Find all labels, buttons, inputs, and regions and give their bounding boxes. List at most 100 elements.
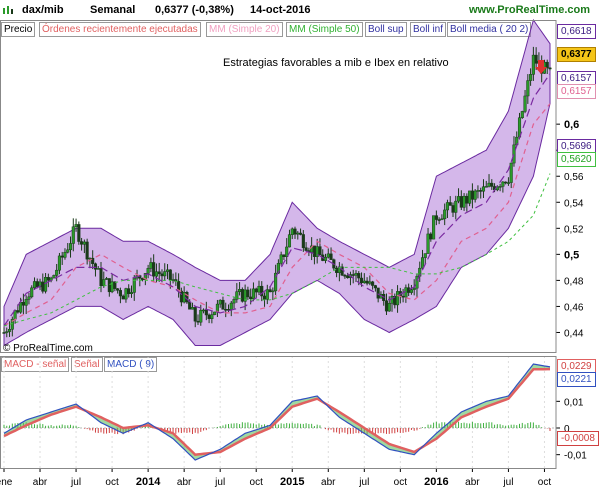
candle-body [440, 218, 444, 221]
candle-body [523, 95, 527, 112]
macd-tick-label: 0 [564, 424, 570, 435]
candle-body [129, 292, 134, 294]
title-bar: dax/mib Semanal 0,6377 (-0,38%) 14-oct-2… [0, 0, 600, 20]
candle-body [373, 285, 377, 289]
candle-body [351, 274, 355, 276]
candle-body [470, 190, 474, 200]
candle-body [451, 205, 455, 213]
candle-body [407, 287, 411, 293]
legend-mm50[interactable]: MM (Simple 50) [286, 22, 363, 37]
x-tick-label: 2016 [424, 476, 448, 488]
candle-body [304, 247, 308, 251]
candle-body [63, 251, 67, 258]
x-tick-label: abr [33, 477, 48, 488]
candle-body [448, 202, 452, 206]
candle-body [104, 278, 109, 280]
candle-body [210, 314, 214, 319]
macd-pane-border [0, 356, 557, 469]
candle-body [265, 289, 269, 300]
legend-macd-hist[interactable]: MACD - señal [1, 357, 70, 372]
legend-mm20[interactable]: MM (Simple 20) [206, 22, 283, 37]
legend-boll-inf[interactable]: Boll inf [410, 22, 447, 37]
candle-body [456, 196, 461, 202]
candle-body [93, 263, 98, 270]
candle-body [498, 186, 502, 188]
symbol-name: dax/mib [22, 4, 64, 16]
candle-body [32, 281, 37, 289]
candle-body [468, 190, 472, 204]
candle-body [229, 302, 233, 310]
badge-boll-sup: 0,6618 [557, 24, 596, 39]
candle-body [462, 195, 466, 208]
candle-body [490, 182, 494, 187]
candle-body [415, 275, 419, 289]
candle-body [534, 54, 538, 64]
candle-body [293, 228, 297, 235]
candle-body [44, 277, 48, 292]
chart-icon[interactable] [2, 3, 16, 15]
candle-body [287, 234, 292, 248]
candle-body [246, 289, 250, 298]
last-price: 0,6377 (-0,38%) [155, 4, 234, 16]
candle-body [235, 291, 239, 300]
x-tick-label: jul [214, 477, 225, 488]
legend-macd[interactable]: MACD ( 9) [104, 357, 158, 372]
legend-boll-sup[interactable]: Boll sup [365, 22, 407, 37]
legend-signal[interactable]: Señal [71, 357, 103, 372]
candle-body [326, 253, 330, 258]
candle-body [509, 162, 513, 183]
candle-body [434, 215, 438, 220]
candle-body [454, 200, 458, 213]
candle-body [168, 269, 172, 281]
candle-body [412, 287, 416, 290]
candle-body [335, 267, 339, 273]
candle-body [301, 234, 305, 248]
candle-body [432, 215, 436, 240]
candle-body [329, 253, 333, 260]
candle-body [343, 274, 347, 277]
candle-body [193, 307, 197, 322]
candle-body [429, 233, 433, 240]
chart-annotation: Estrategias favorables a mib e Ibex en r… [223, 57, 449, 69]
candle-body [146, 268, 150, 274]
candle-body [113, 281, 117, 289]
candle-body [506, 182, 510, 184]
candle-body [188, 301, 192, 310]
badge-macd-hist: -0,0008 [557, 431, 599, 446]
candle-body [82, 241, 86, 245]
candle-body [548, 67, 552, 70]
legend-ordenes[interactable]: Órdenes recientemente ejecutadas [39, 22, 201, 37]
candle-body [165, 269, 170, 272]
x-tick-label: jul [502, 477, 513, 488]
candle-body [279, 254, 283, 264]
candle-body [249, 296, 253, 299]
date-label: 14-oct-2016 [250, 4, 311, 16]
candle-body [260, 285, 264, 297]
candle-body [401, 295, 405, 298]
candle-body [520, 111, 524, 119]
candle-body [501, 181, 505, 187]
candle-body [299, 232, 303, 235]
price-pane-border [0, 20, 557, 353]
candle-body [481, 186, 486, 192]
candle-body [16, 310, 20, 313]
candle-body [127, 288, 131, 294]
badge-mm20: 0,6157 [557, 84, 596, 99]
candle-body [2, 332, 6, 334]
macd-histogram [3, 421, 551, 435]
candle-body [459, 196, 463, 208]
candle-body [396, 291, 400, 306]
candle-body [376, 287, 380, 299]
candle-body [52, 275, 56, 279]
candle-body [96, 268, 100, 270]
legend-precio[interactable]: Precio [1, 22, 36, 37]
candle-body [118, 290, 122, 297]
candle-body [116, 288, 120, 291]
watermark: www.ProRealTime.com [468, 4, 590, 16]
candle-body [251, 288, 255, 299]
candle-body [124, 288, 128, 300]
candle-body [213, 311, 217, 315]
macd-tick-label: 0,01 [564, 397, 584, 408]
x-tick-label: ene [0, 477, 13, 488]
